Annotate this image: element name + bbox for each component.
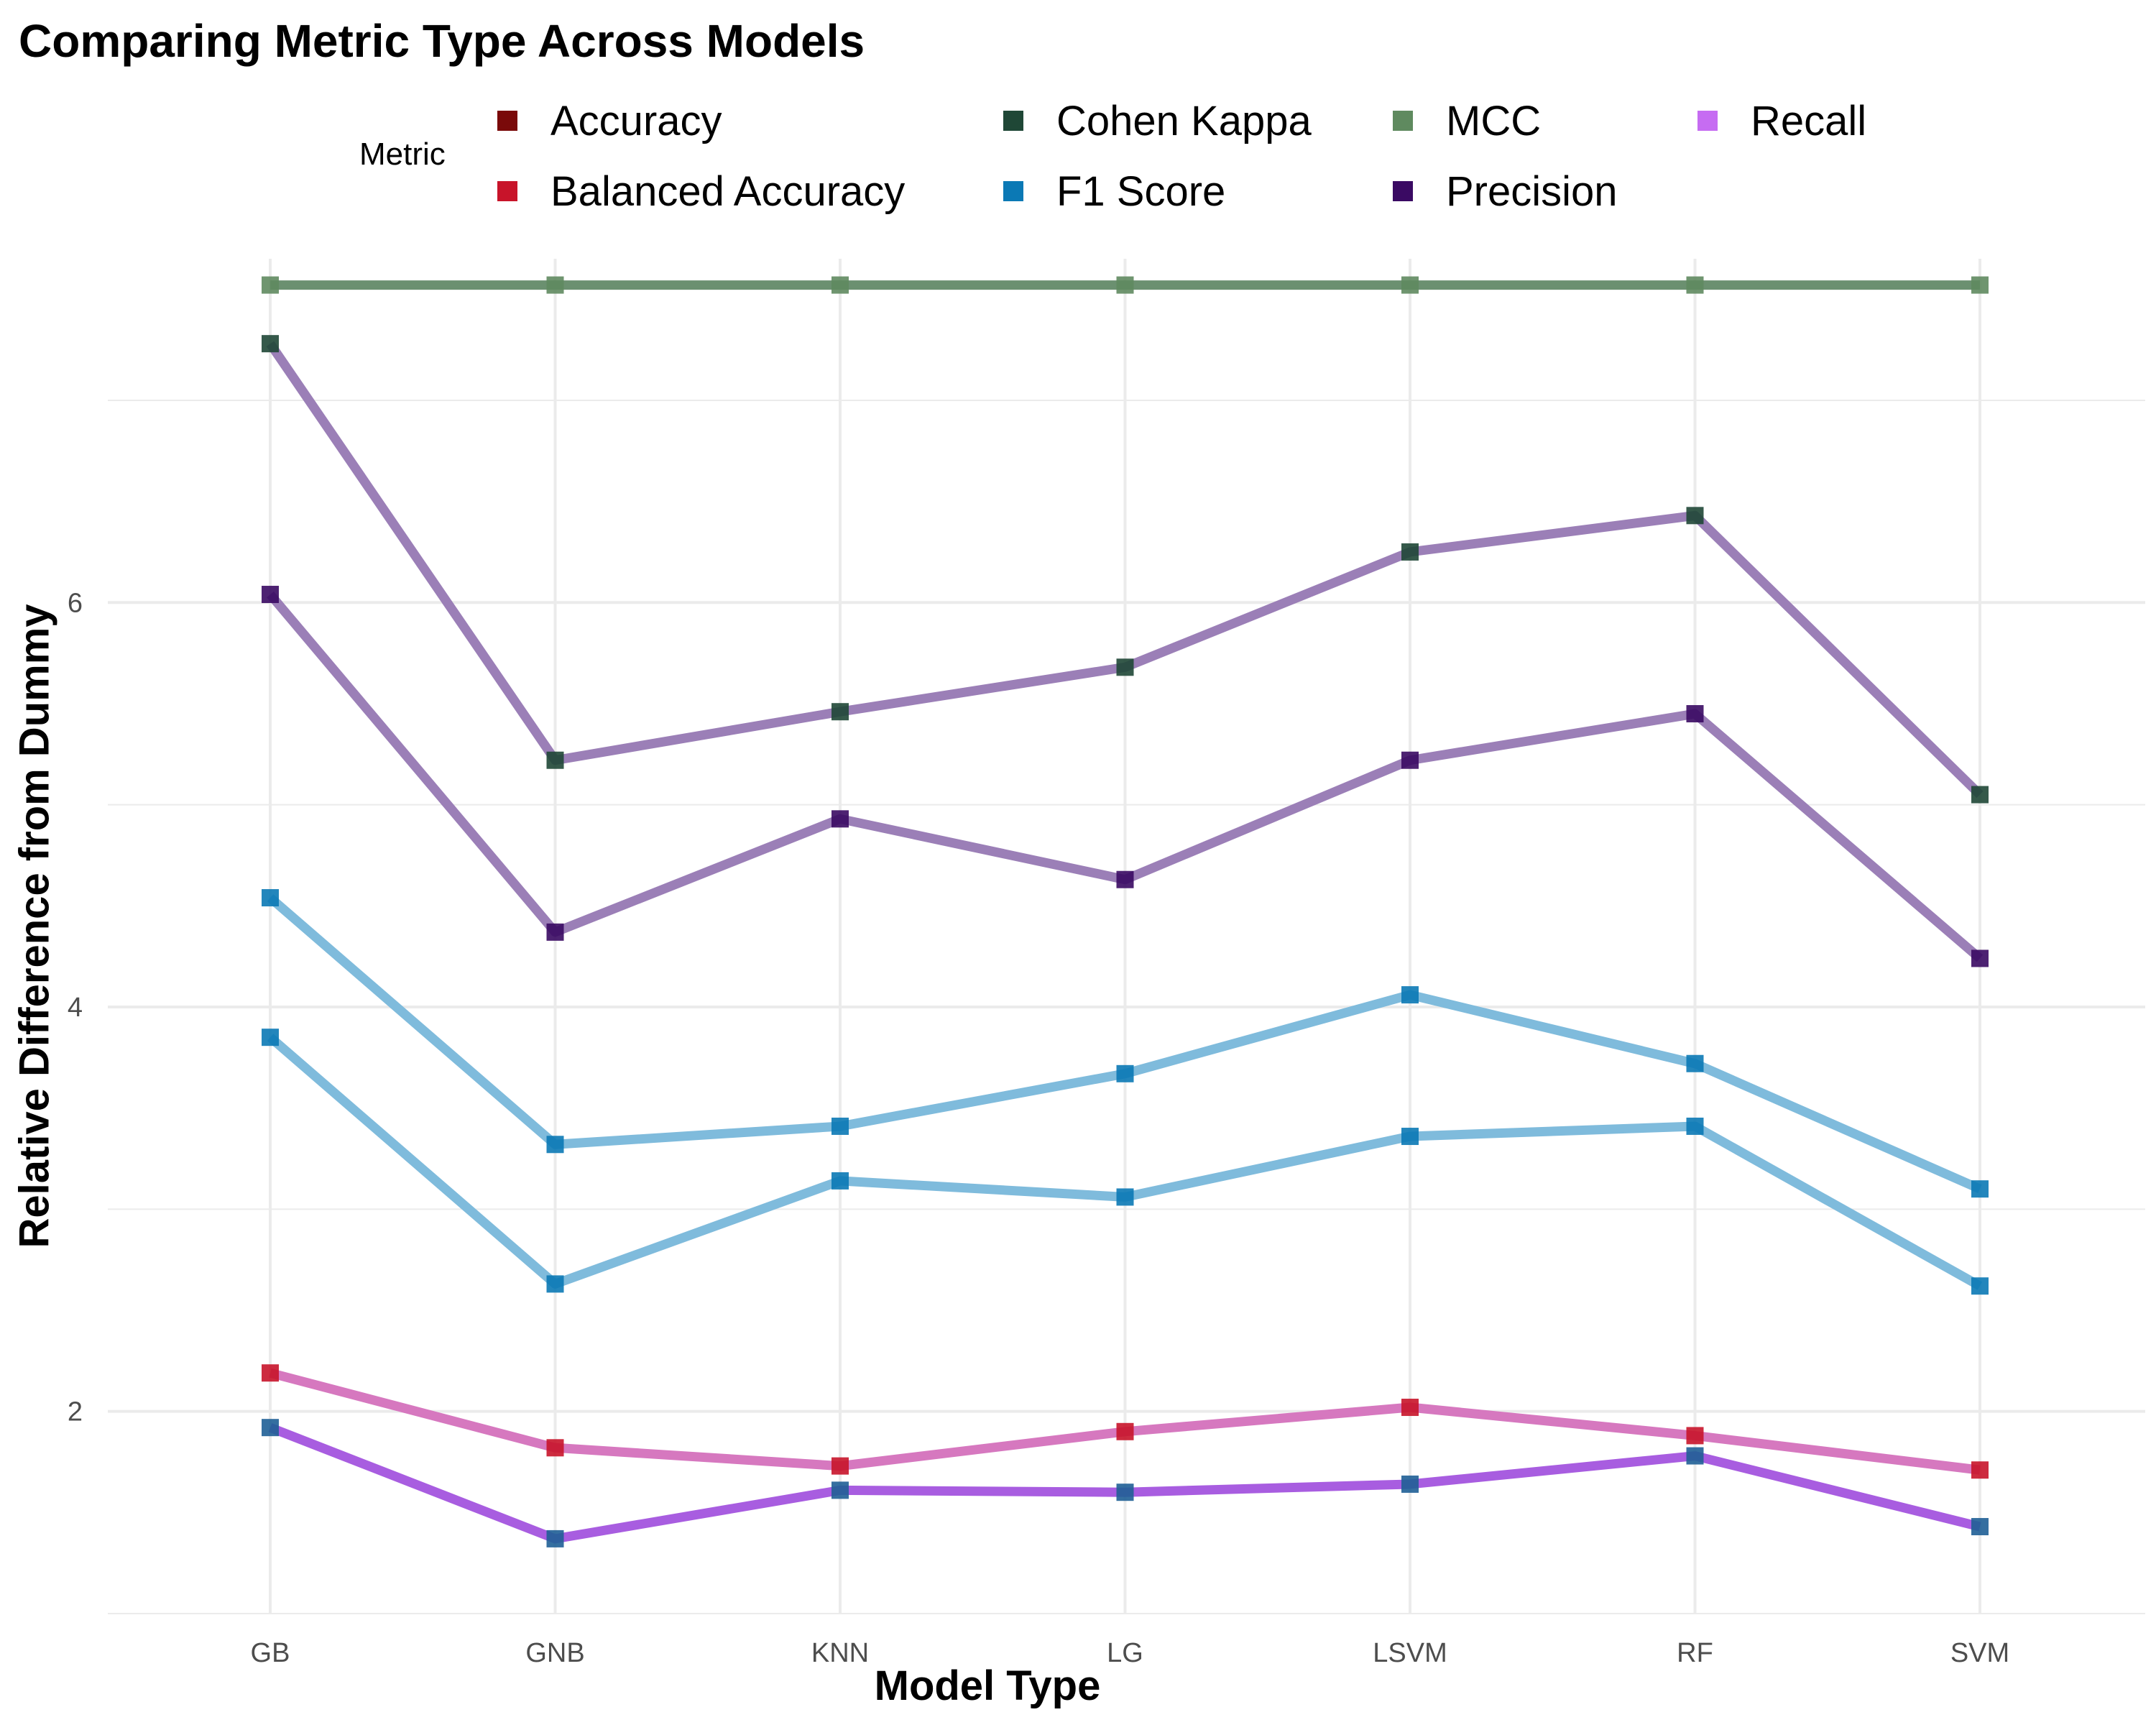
data-point-cohen-kappa: [546, 751, 564, 769]
data-point-mcc: [1686, 276, 1704, 294]
legend-key-accuracy: [497, 111, 517, 131]
data-point-mcc: [1116, 276, 1134, 294]
data-point-precision: [546, 923, 564, 941]
x-tick-label: GNB: [525, 1638, 584, 1668]
legend-label-balanced-accuracy: Balanced Accuracy: [550, 167, 906, 215]
data-point-f1-score: [1401, 986, 1419, 1004]
data-point-recall: [1116, 1484, 1134, 1501]
y-tick-label: 6: [68, 588, 83, 618]
legend-label-accuracy: Accuracy: [550, 97, 722, 144]
data-point-accuracy: [1971, 1277, 1989, 1295]
data-point-cohen-kappa: [831, 703, 849, 721]
data-point-precision: [1686, 705, 1704, 723]
legend-key-f1-score: [1003, 181, 1023, 201]
x-axis-ticks: GB GNB KNN LG LSVM RF SVM: [251, 1638, 2010, 1668]
data-point-accuracy: [1116, 1188, 1134, 1206]
data-point-balanced-accuracy: [546, 1439, 564, 1457]
chart-title: Comparing Metric Type Across Models: [19, 15, 865, 67]
data-point-cohen-kappa: [262, 335, 279, 353]
data-point-accuracy: [1686, 1117, 1704, 1135]
data-point-f1-score: [1686, 1054, 1704, 1072]
data-point-mcc: [831, 276, 849, 294]
data-point-mcc: [546, 276, 564, 294]
data-point-accuracy: [1401, 1128, 1419, 1146]
data-point-f1-score: [1116, 1064, 1134, 1082]
data-point-recall: [546, 1530, 564, 1547]
data-point-f1-score: [262, 889, 279, 907]
data-point-recall: [262, 1419, 279, 1437]
x-tick-label: LSVM: [1373, 1638, 1447, 1668]
legend-key-cohen-kappa: [1003, 111, 1023, 131]
legend-label-mcc: MCC: [1446, 97, 1542, 144]
legend-item-accuracy: Accuracy: [497, 97, 722, 144]
data-point-mcc: [1971, 276, 1989, 294]
x-tick-label: RF: [1677, 1638, 1713, 1668]
data-point-f1-score: [546, 1136, 564, 1154]
data-point-cohen-kappa: [1686, 507, 1704, 525]
data-point-balanced-accuracy: [1116, 1422, 1134, 1440]
legend-item-f1-score: F1 Score: [1003, 167, 1226, 215]
data-point-precision: [831, 810, 849, 828]
legend-label-cohen-kappa: Cohen Kappa: [1056, 97, 1312, 144]
legend-label-recall: Recall: [1751, 97, 1867, 144]
legend-key-precision: [1393, 181, 1413, 201]
data-point-recall: [831, 1481, 849, 1499]
data-point-f1-score: [831, 1117, 849, 1135]
data-point-balanced-accuracy: [831, 1457, 849, 1475]
legend-item-cohen-kappa: Cohen Kappa: [1003, 97, 1312, 144]
x-tick-label: SVM: [1950, 1638, 2009, 1668]
y-tick-label: 2: [68, 1397, 83, 1427]
x-tick-label: GB: [251, 1638, 290, 1668]
legend-title: Metric: [359, 137, 446, 172]
legend-item-mcc: MCC: [1393, 97, 1542, 144]
legend-key-recall: [1697, 111, 1718, 131]
data-point-accuracy: [831, 1172, 849, 1190]
data-point-precision: [1116, 870, 1134, 888]
grid-lines: [108, 259, 2145, 1614]
data-point-balanced-accuracy: [1971, 1461, 1989, 1479]
legend-label-f1-score: F1 Score: [1056, 167, 1226, 215]
data-point-mcc: [262, 276, 279, 294]
y-tick-label: 4: [68, 993, 83, 1023]
x-axis-label: Model Type: [874, 1662, 1101, 1709]
legend-key-balanced-accuracy: [497, 181, 517, 201]
data-point-accuracy: [262, 1029, 279, 1046]
data-point-precision: [1971, 949, 1989, 967]
data-point-recall: [1401, 1475, 1419, 1493]
data-point-f1-score: [1971, 1180, 1989, 1198]
data-point-recall: [1971, 1518, 1989, 1536]
y-axis-ticks: 2 4 6: [68, 588, 83, 1427]
series-points: [262, 276, 1989, 1547]
data-point-cohen-kappa: [1971, 786, 1989, 804]
legend-key-mcc: [1393, 111, 1413, 131]
data-point-mcc: [1401, 276, 1419, 294]
x-tick-label: KNN: [811, 1638, 869, 1668]
data-point-cohen-kappa: [1116, 658, 1134, 676]
data-point-balanced-accuracy: [1686, 1427, 1704, 1445]
data-point-balanced-accuracy: [1401, 1399, 1419, 1417]
legend-item-balanced-accuracy: Balanced Accuracy: [497, 167, 906, 215]
legend-item-precision: Precision: [1393, 167, 1618, 215]
data-point-cohen-kappa: [1401, 543, 1419, 561]
data-point-precision: [262, 586, 279, 604]
x-tick-label: LG: [1107, 1638, 1143, 1668]
legend-label-precision: Precision: [1446, 167, 1618, 215]
data-point-balanced-accuracy: [262, 1364, 279, 1382]
data-point-recall: [1686, 1447, 1704, 1465]
data-point-precision: [1401, 751, 1419, 769]
data-point-accuracy: [546, 1275, 564, 1293]
legend-item-recall: Recall: [1697, 97, 1867, 144]
y-axis-label: Relative Difference from Dummy: [11, 604, 58, 1248]
